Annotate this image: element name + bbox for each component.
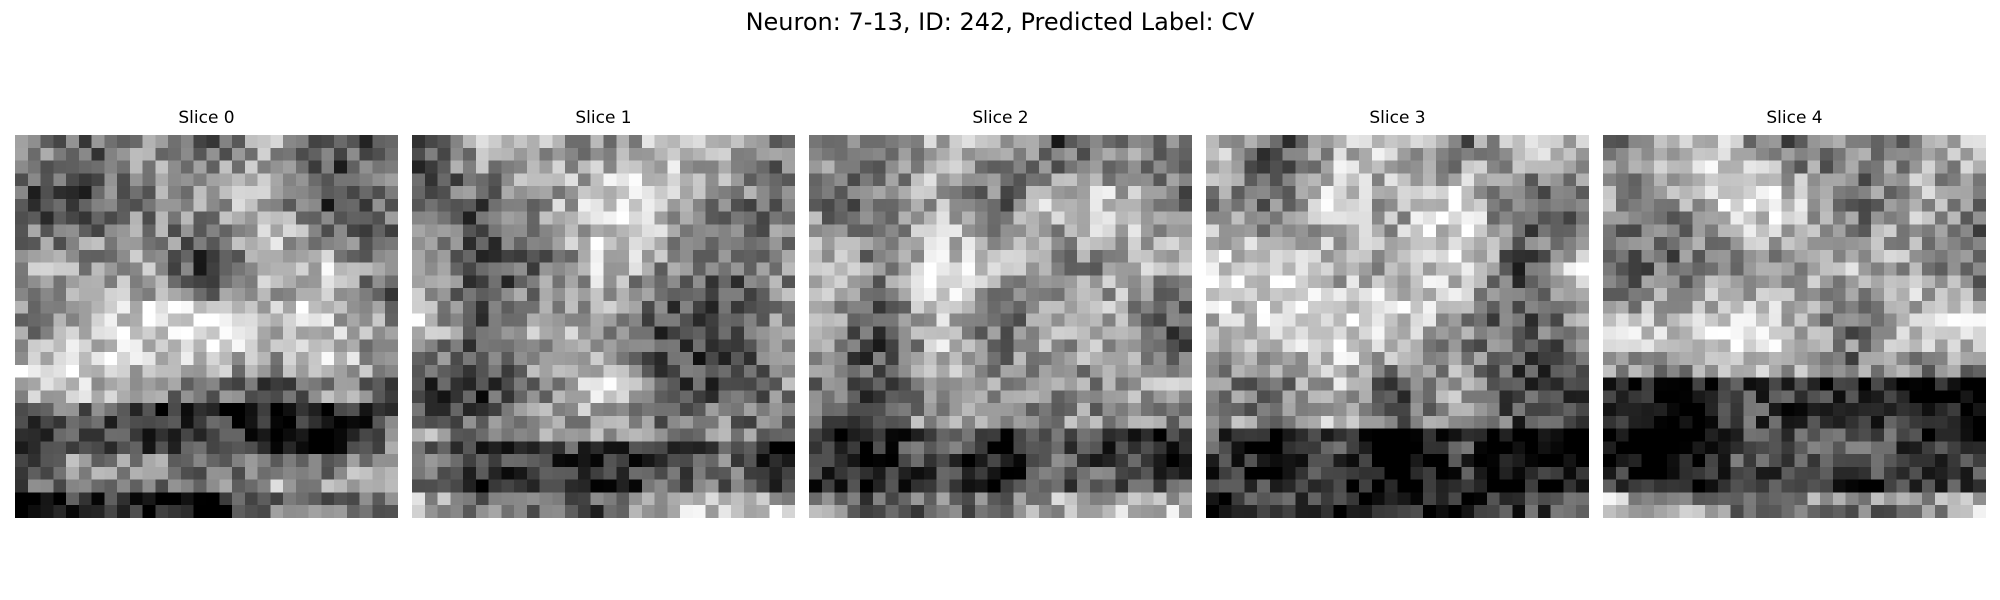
slice-image-4 — [1603, 135, 1986, 518]
slice-title-1: Slice 1 — [575, 108, 632, 128]
slice-image-0 — [15, 135, 398, 518]
slice-image-2 — [809, 135, 1192, 518]
figure-title: Neuron: 7-13, ID: 242, Predicted Label: … — [745, 8, 1255, 36]
slice-title-0: Slice 0 — [178, 108, 235, 128]
slice-title-4: Slice 4 — [1766, 108, 1823, 128]
slice-image-3 — [1206, 135, 1589, 518]
slice-image-1 — [412, 135, 795, 518]
slice-title-3: Slice 3 — [1369, 108, 1426, 128]
slice-title-2: Slice 2 — [972, 108, 1029, 128]
